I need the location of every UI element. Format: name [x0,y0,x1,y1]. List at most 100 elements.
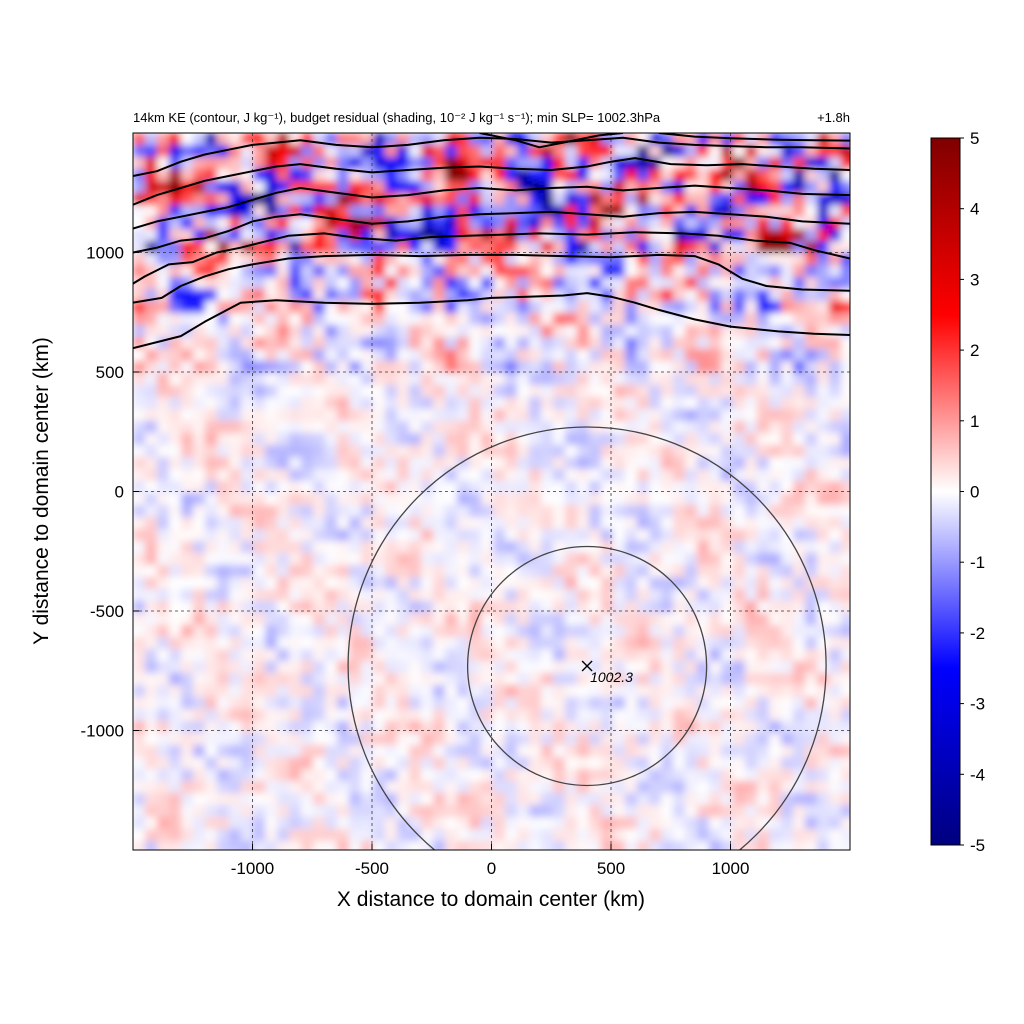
shading-cell [577,193,590,206]
shading-cell [829,469,842,482]
shading-cell [625,793,638,806]
shading-cell [337,265,350,278]
shading-cell [421,265,434,278]
shading-cell [781,697,794,710]
shading-cell [265,589,278,602]
shading-cell [625,169,638,182]
shading-cell [133,829,146,842]
shading-cell [841,373,850,386]
shading-cell [337,769,350,782]
shading-cell [829,637,842,650]
shading-cell [241,613,254,626]
shading-cell [841,829,850,842]
shading-cell [253,421,266,434]
shading-cell [217,829,230,842]
shading-cell [193,757,206,770]
shading-cell [493,829,506,842]
shading-cell [649,829,662,842]
shading-cell [457,433,470,446]
shading-cell [601,169,614,182]
shading-cell [157,589,170,602]
shading-cell [373,445,386,458]
shading-cell [301,241,314,254]
shading-cell [529,217,542,230]
shading-cell [457,685,470,698]
y-tick-label: -1000 [81,722,124,741]
shading-cell [205,733,218,746]
shading-cell [181,637,194,650]
shading-cell [661,229,674,242]
shading-cell [661,649,674,662]
shading-cell [829,193,842,206]
shading-cell [289,565,302,578]
shading-cell [205,613,218,626]
shading-cell [565,193,578,206]
shading-cell [769,493,782,506]
shading-cell [829,565,842,578]
shading-cell [397,265,410,278]
shading-cell [349,781,362,794]
shading-cell [805,409,818,422]
shading-cell [529,517,542,530]
shading-cell [457,637,470,650]
shading-cell [541,769,554,782]
shading-cell [241,505,254,518]
shading-cell [781,625,794,638]
shading-cell [361,601,374,614]
shading-cell [541,793,554,806]
shading-cell [553,541,566,554]
shading-cell [709,829,722,842]
shading-cell [541,613,554,626]
shading-cell [169,721,182,734]
shading-cell [745,733,758,746]
shading-cell [373,517,386,530]
shading-cell [169,217,182,230]
shading-cell [157,457,170,470]
shading-cell [373,793,386,806]
shading-cell [145,481,158,494]
shading-cell [577,565,590,578]
shading-cell [817,685,830,698]
shading-cell [805,505,818,518]
shading-cell [613,805,626,818]
shading-cell [781,829,794,842]
shading-cell [649,469,662,482]
shading-cell [385,829,398,842]
shading-cell [205,817,218,830]
shading-cell [505,253,518,266]
shading-cell [829,589,842,602]
shading-cell [253,445,266,458]
shading-cell [601,253,614,266]
shading-cell [457,565,470,578]
shading-cell [349,661,362,674]
shading-cell [133,409,146,422]
shading-cell [301,721,314,734]
shading-cell [313,733,326,746]
shading-cell [769,649,782,662]
shading-cell [637,469,650,482]
shading-cell [841,505,850,518]
shading-cell [829,181,842,194]
shading-cell [745,337,758,350]
shading-cell [577,553,590,566]
shading-cell [841,193,850,206]
shading-cell [337,145,350,158]
shading-cell [565,661,578,674]
shading-cell [193,625,206,638]
shading-cell [133,781,146,794]
shading-cell [541,805,554,818]
shading-cell [409,457,422,470]
shading-cell [433,373,446,386]
shading-cell [349,817,362,830]
shading-cell [613,421,626,434]
shading-cell [409,793,422,806]
shading-cell [169,589,182,602]
shading-cell [505,349,518,362]
shading-cell [133,445,146,458]
shading-cell [433,469,446,482]
shading-cell [205,481,218,494]
shading-cell [397,829,410,842]
shading-cell [829,421,842,434]
